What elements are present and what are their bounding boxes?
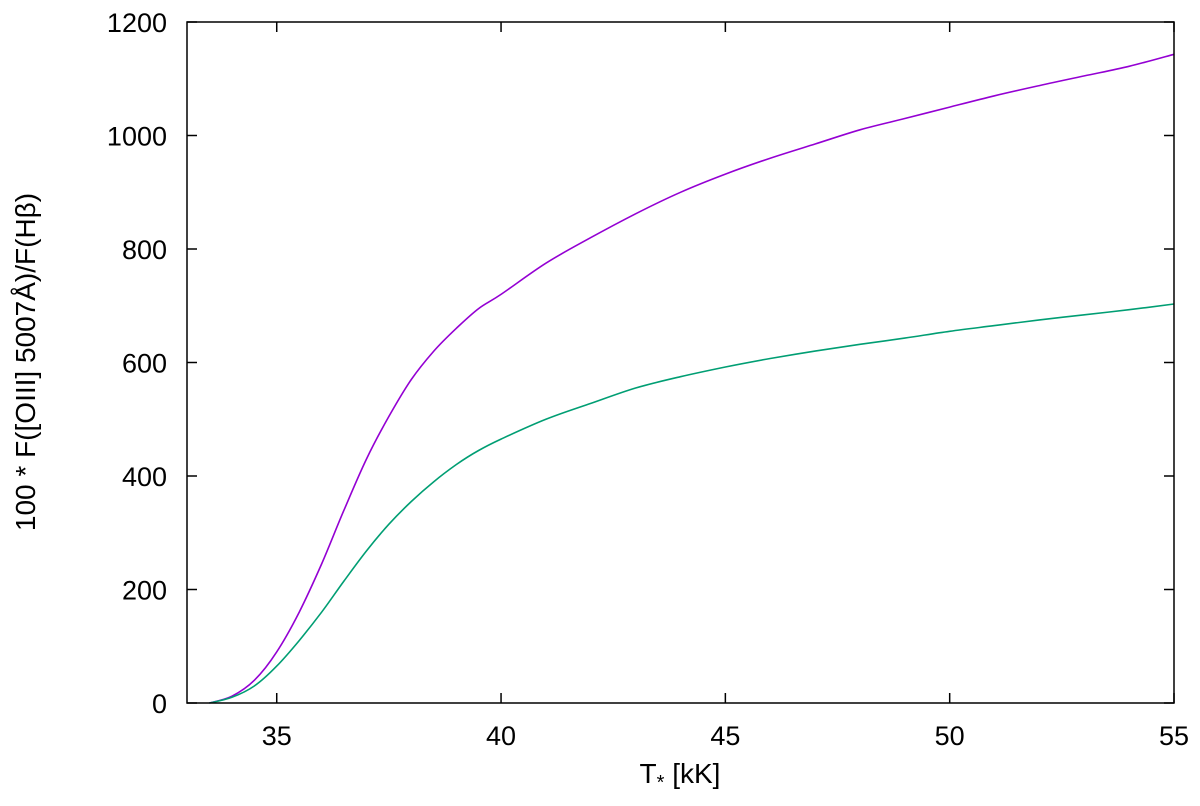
x-tick-label-55: 55 [1159, 721, 1189, 751]
y-tick-label-0: 0 [152, 689, 167, 719]
x-tick-label-50: 50 [935, 721, 965, 751]
series-line-1 [209, 53, 1175, 704]
x-tick-label-35: 35 [262, 721, 292, 751]
y-tick-label-400: 400 [122, 462, 167, 492]
y-tick-label-1200: 1200 [107, 8, 167, 38]
y-tick-label-800: 800 [122, 235, 167, 265]
plot-frame [186, 21, 1175, 704]
x-tick-label-45: 45 [710, 721, 740, 751]
y-tick-label-1000: 1000 [107, 122, 167, 152]
y-axis-label: 100 * F([OIII] 5007Å)/F(Hβ) [10, 193, 41, 531]
x-tick-label-40: 40 [486, 721, 516, 751]
y-tick-label-600: 600 [122, 349, 167, 379]
x-axis-ticks: 35 40 45 50 55 [262, 22, 1189, 751]
y-tick-label-200: 200 [122, 576, 167, 606]
y-axis-ticks: 0 200 400 600 800 1000 1200 [107, 8, 1174, 719]
plot-lines [209, 53, 1175, 704]
x-axis-label: T* [kK] [640, 758, 721, 794]
series-line-2 [209, 303, 1175, 704]
